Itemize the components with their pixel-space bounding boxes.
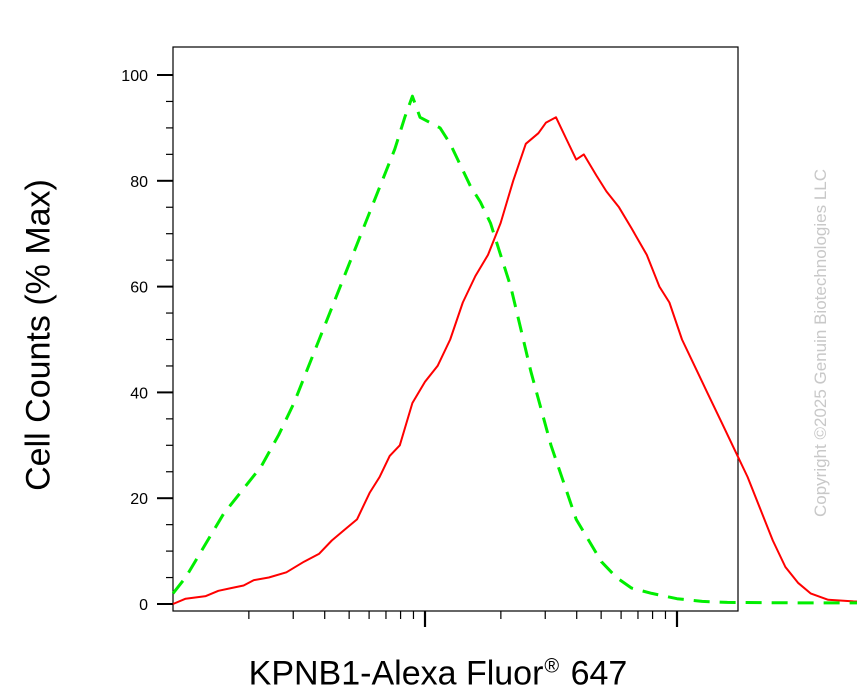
y-axis-label: Cell Counts (% Max) — [19, 179, 58, 491]
y-tick-label: 80 — [130, 174, 148, 191]
series-layer — [171, 94, 857, 605]
y-tick-label: 100 — [121, 68, 148, 85]
y-tick-label: 60 — [130, 280, 148, 297]
registered-mark: ® — [544, 655, 560, 678]
y-tick-label: 0 — [139, 597, 148, 614]
x-axis-label-main: KPNB1-Alexa Fluor — [248, 654, 544, 693]
plot-area — [172, 46, 739, 612]
y-axis: 0 20 40 60 80 100 — [121, 68, 173, 614]
x-axis — [248, 611, 679, 627]
y-tick-label: 20 — [130, 491, 148, 508]
series-line-dashed — [171, 94, 857, 605]
y-tick-label: 40 — [130, 385, 148, 402]
x-axis-label-suffix: 647 — [561, 654, 628, 693]
x-axis-label: KPNB1-Alexa Fluor® 647 — [249, 655, 628, 694]
series-line-solid — [172, 116, 857, 605]
copyright-watermark: Copyright ©2025 Genuin Biotechnologies L… — [811, 168, 830, 518]
